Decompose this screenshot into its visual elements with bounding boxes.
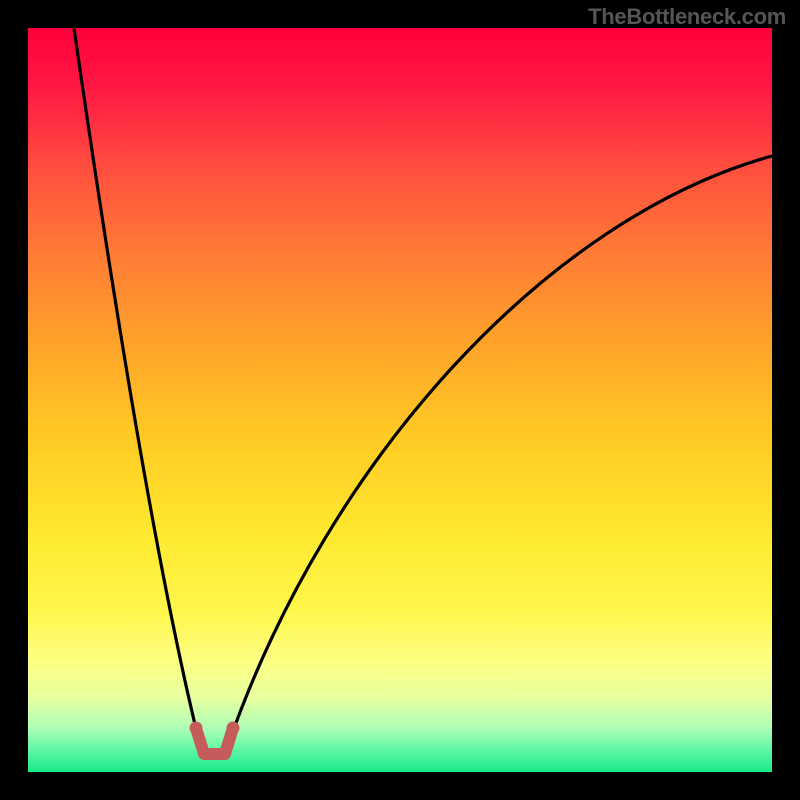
curve-right-branch [228,156,772,745]
bottleneck-curve-chart [28,28,772,772]
plot-area [28,28,772,772]
watermark-text: TheBottleneck.com [588,4,786,30]
curve-left-branch [74,28,200,745]
valley-marker-cap-left [190,722,203,735]
valley-marker [196,728,233,754]
outer-frame: TheBottleneck.com [0,0,800,800]
valley-marker-cap-right [227,722,240,735]
